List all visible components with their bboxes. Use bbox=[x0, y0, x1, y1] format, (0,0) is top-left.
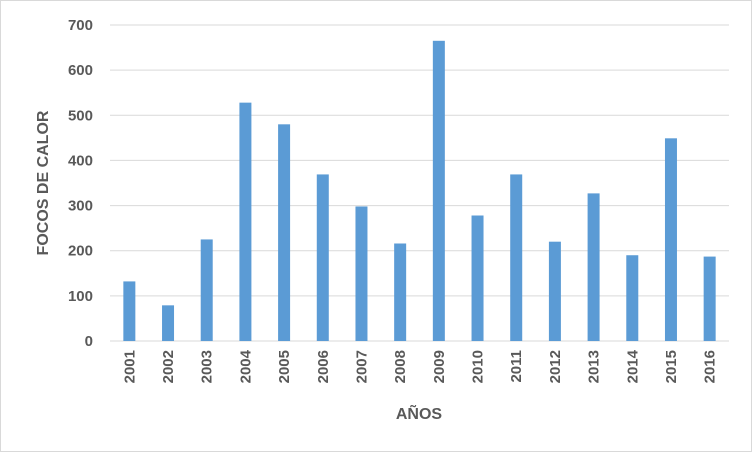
x-tick-label: 2006 bbox=[315, 350, 332, 383]
y-tick-label: 600 bbox=[68, 62, 93, 79]
y-tick-label: 200 bbox=[68, 243, 93, 260]
bar-2012 bbox=[548, 241, 561, 341]
bar-2008 bbox=[394, 243, 407, 341]
bar-2007 bbox=[355, 206, 368, 341]
y-tick-label: 100 bbox=[68, 288, 93, 305]
x-tick-label: 2012 bbox=[547, 350, 564, 383]
y-tick-label: 700 bbox=[68, 17, 93, 34]
y-tick-label: 300 bbox=[68, 198, 93, 215]
x-tick-label: 2008 bbox=[392, 350, 409, 383]
bar-2002 bbox=[162, 305, 175, 341]
y-tick-labels: 0 100 200 300 400 500 600 700 bbox=[68, 17, 93, 350]
bar-2013 bbox=[587, 193, 600, 341]
y-axis-title: FOCOS DE CALOR bbox=[35, 110, 52, 255]
x-tick-label: 2016 bbox=[702, 350, 719, 383]
bar-2003 bbox=[200, 239, 213, 341]
bar-2015 bbox=[664, 138, 677, 341]
y-tick-label: 400 bbox=[68, 152, 93, 169]
bar-2010 bbox=[471, 215, 484, 341]
bars bbox=[123, 40, 716, 342]
bar-2006 bbox=[316, 174, 329, 341]
x-tick-label: 2010 bbox=[470, 350, 487, 383]
bar-2005 bbox=[278, 124, 291, 341]
x-tick-label: 2007 bbox=[353, 350, 370, 383]
bar-2011 bbox=[510, 174, 523, 341]
bar-2009 bbox=[432, 40, 445, 342]
x-tick-label: 2013 bbox=[586, 350, 603, 383]
y-tick-label: 0 bbox=[85, 333, 93, 350]
y-tick-label: 500 bbox=[68, 107, 93, 124]
bar-2001 bbox=[123, 281, 136, 341]
x-tick-labels: 2001 2002 2003 2004 2005 2006 2007 2008 2009 2010… bbox=[121, 349, 718, 383]
x-tick-label: 2001 bbox=[121, 350, 138, 383]
bar-2014 bbox=[626, 255, 639, 341]
x-tick-label: 2003 bbox=[199, 350, 216, 383]
x-tick-label: 2015 bbox=[663, 350, 680, 383]
x-tick-label: 2014 bbox=[624, 349, 641, 383]
x-tick-label: 2004 bbox=[237, 349, 254, 383]
x-tick-label: 2002 bbox=[160, 350, 177, 383]
x-tick-label: 2011 bbox=[508, 350, 525, 383]
gridlines bbox=[110, 24, 729, 342]
x-tick-label: 2005 bbox=[276, 350, 293, 383]
bar-2016 bbox=[703, 256, 716, 341]
bar-2004 bbox=[239, 102, 252, 341]
x-tick-label: 2009 bbox=[431, 350, 448, 383]
x-axis-title: AÑOS bbox=[396, 403, 443, 423]
